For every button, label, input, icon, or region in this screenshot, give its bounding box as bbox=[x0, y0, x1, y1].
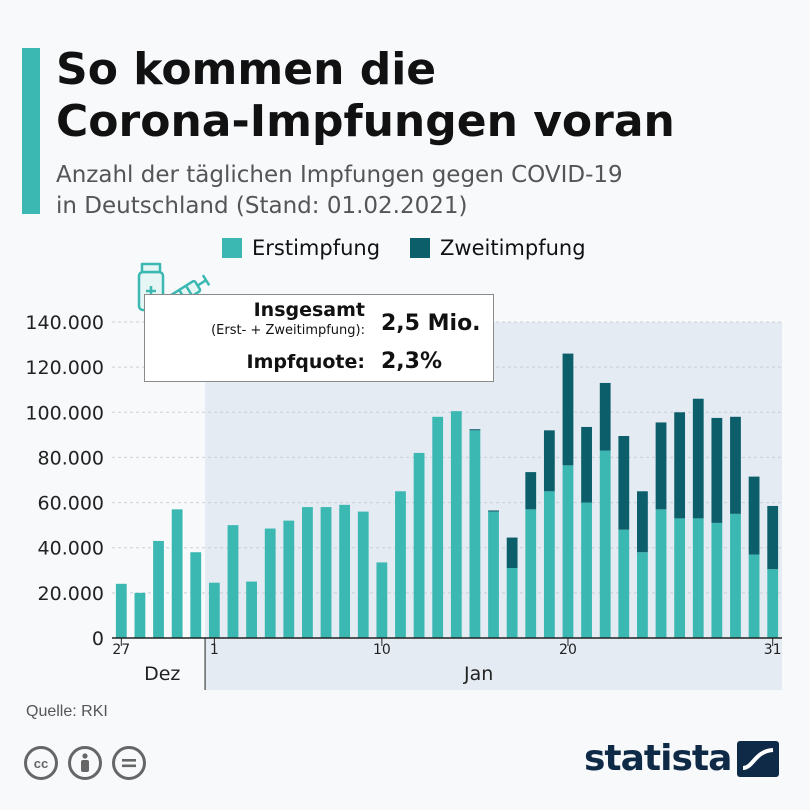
legend-item-zweitimpfung: Zweitimpfung bbox=[410, 236, 586, 260]
y-tick-label: 140.000 bbox=[25, 312, 104, 334]
bar-erstimpfung bbox=[413, 452, 425, 638]
bar-erstimpfung bbox=[357, 511, 369, 638]
bar-erstimpfung bbox=[450, 411, 462, 638]
bar-zweitimpfung bbox=[562, 353, 574, 466]
legend-item-erstimpfung: Erstimpfung bbox=[222, 236, 380, 260]
x-tick-label: 31 bbox=[764, 642, 782, 658]
cc-icon[interactable]: cc bbox=[24, 746, 58, 780]
license-icons: cc bbox=[24, 746, 146, 780]
bar-erstimpfung bbox=[599, 450, 611, 638]
month-label: Jan bbox=[463, 663, 493, 685]
y-tick-label: 80.000 bbox=[38, 447, 104, 469]
legend-label-zweitimpfung: Zweitimpfung bbox=[440, 236, 586, 260]
bar-erstimpfung bbox=[692, 518, 704, 638]
bar-zweitimpfung bbox=[525, 472, 537, 510]
y-tick-label: 100.000 bbox=[25, 402, 104, 424]
bar-erstimpfung bbox=[581, 502, 592, 638]
logo-text: statista bbox=[584, 738, 732, 779]
bar-zweitimpfung bbox=[581, 426, 592, 503]
bar-erstimpfung bbox=[320, 507, 332, 638]
total-value: 2,5 Mio. bbox=[381, 311, 481, 336]
bar-erstimpfung bbox=[767, 569, 779, 638]
y-tick-label: 0 bbox=[92, 628, 104, 650]
bar-erstimpfung bbox=[246, 581, 257, 638]
bar-zweitimpfung bbox=[599, 382, 611, 451]
logo-mark-icon bbox=[737, 740, 780, 777]
bar-erstimpfung bbox=[730, 513, 741, 638]
y-tick-label: 40.000 bbox=[38, 538, 104, 560]
bar-erstimpfung bbox=[562, 465, 574, 638]
bar-erstimpfung bbox=[376, 562, 388, 638]
bar-erstimpfung bbox=[469, 430, 481, 638]
bar-erstimpfung bbox=[711, 522, 723, 638]
bar-erstimpfung bbox=[153, 540, 164, 638]
chart-legend: Erstimpfung Zweitimpfung bbox=[222, 236, 586, 260]
bar-erstimpfung bbox=[190, 552, 202, 638]
bar-zweitimpfung bbox=[637, 491, 648, 553]
page-title: So kommen die Corona-Impfungen voran bbox=[56, 44, 675, 147]
bar-erstimpfung bbox=[302, 507, 313, 638]
bar-chart: 0 20.000 40.000 60.000 80.000 100.000 120.000 1… bbox=[25, 312, 783, 690]
no-derivatives-icon[interactable] bbox=[112, 746, 146, 780]
legend-swatch-zweitimpfung bbox=[410, 238, 431, 258]
x-tick-label: 10 bbox=[373, 642, 391, 658]
bar-zweitimpfung bbox=[655, 422, 667, 510]
total-label: Insgesamt bbox=[253, 299, 365, 321]
bar-erstimpfung bbox=[618, 529, 630, 638]
bar-erstimpfung bbox=[339, 504, 351, 638]
bar-erstimpfung bbox=[432, 416, 444, 638]
bar-zweitimpfung bbox=[488, 510, 499, 512]
y-tick-label: 20.000 bbox=[38, 583, 104, 605]
summary-info-box: Insgesamt (Erst- + Zweitimpfung): 2,5 Mi… bbox=[144, 294, 494, 382]
total-sublabel: (Erst- + Zweitimpfung): bbox=[211, 323, 365, 338]
bar-zweitimpfung bbox=[543, 430, 555, 492]
bar-zweitimpfung bbox=[730, 416, 741, 514]
bar-erstimpfung bbox=[748, 554, 760, 638]
quota-label: Impfquote: bbox=[246, 351, 365, 373]
bar-erstimpfung bbox=[208, 582, 220, 638]
bar-erstimpfung bbox=[395, 491, 406, 638]
month-label: Dez bbox=[144, 663, 180, 685]
y-tick-label: 120.000 bbox=[25, 357, 104, 379]
bar-erstimpfung bbox=[655, 509, 667, 638]
bar-erstimpfung bbox=[488, 511, 499, 638]
quota-value: 2,3% bbox=[381, 349, 443, 374]
x-tick-label: 27 bbox=[112, 642, 130, 658]
bar-erstimpfung bbox=[637, 552, 648, 638]
bar-zweitimpfung bbox=[674, 412, 686, 519]
bar-erstimpfung bbox=[134, 592, 146, 638]
bar-erstimpfung bbox=[171, 509, 183, 638]
bar-erstimpfung bbox=[283, 520, 295, 638]
bar-erstimpfung bbox=[525, 509, 537, 638]
bar-erstimpfung bbox=[264, 528, 276, 638]
page-subtitle: Anzahl der täglichen Impfungen gegen COV… bbox=[56, 162, 623, 219]
x-tick-label: 20 bbox=[559, 642, 577, 658]
bar-zweitimpfung bbox=[711, 417, 723, 523]
y-tick-label: 60.000 bbox=[38, 493, 104, 515]
bar-erstimpfung bbox=[115, 583, 127, 638]
legend-label-erstimpfung: Erstimpfung bbox=[252, 236, 381, 260]
source-note: Quelle: RKI bbox=[26, 703, 108, 720]
bar-zweitimpfung bbox=[692, 398, 704, 519]
bar-erstimpfung bbox=[543, 491, 555, 638]
title-accent-bar bbox=[22, 48, 40, 214]
bar-erstimpfung bbox=[227, 525, 239, 638]
bar-zweitimpfung bbox=[748, 476, 760, 555]
bar-erstimpfung bbox=[674, 518, 686, 638]
bar-zweitimpfung bbox=[469, 429, 481, 431]
bar-zweitimpfung bbox=[767, 505, 779, 570]
bar-zweitimpfung bbox=[506, 537, 518, 569]
attribution-icon[interactable] bbox=[68, 746, 102, 780]
x-tick-label: 1 bbox=[210, 642, 219, 658]
bar-zweitimpfung bbox=[618, 435, 630, 530]
bar-erstimpfung bbox=[506, 568, 518, 638]
legend-swatch-erstimpfung bbox=[222, 238, 242, 258]
statista-logo[interactable]: statista bbox=[584, 738, 780, 779]
